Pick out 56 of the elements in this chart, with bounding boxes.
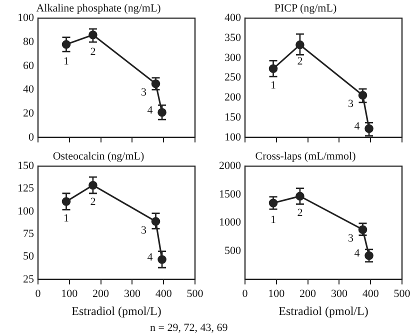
annotation: 2 [297,207,303,220]
y-tick-label: 200 [224,92,242,104]
y-tick-label: 350 [224,32,242,44]
y-tick-label: 20 [23,107,34,120]
y-tick-label: 100 [18,12,34,24]
annotation: 4 [354,120,360,133]
annotation: 4 [147,104,154,116]
annotation: 3 [141,224,147,236]
chart-title: PICP (ng/mL) [274,2,337,14]
x-tick-label: 200 [92,288,110,300]
y-tick-label: 1000 [219,216,242,229]
y-tick-label: 250 [224,72,242,84]
x-tick-label: 100 [61,288,78,300]
y-tick-label: 50 [23,250,34,263]
y-tick-label: 100 [18,205,34,218]
annotation: 2 [90,196,96,208]
annotation: 3 [141,86,147,99]
y-tick-label: 25 [23,273,34,286]
y-tick-label: 500 [224,244,242,257]
annotation: 3 [348,98,354,110]
x-tick-label: 200 [300,288,317,300]
y-tick-label: 0 [28,131,34,144]
annotation: 4 [147,251,154,264]
annotation: 1 [64,55,70,68]
x-tick-label: 400 [155,288,172,300]
x-tick-label: 300 [124,288,141,300]
chart-title: Osteocalcin (ng/mL) [52,150,144,162]
text: n = 29, 72, 43, 69 [150,322,228,334]
x-axis-title: Estradiol (pmol/L) [72,304,162,318]
annotation: 1 [64,212,70,224]
annotation: 4 [354,248,360,260]
y-tick-label: 75 [23,228,34,240]
y-tick-label: 60 [23,60,34,72]
chart-title: Alkaline phosphate (ng/mL) [36,2,162,14]
annotation: 2 [297,56,303,68]
chart-title: Cross-laps (mL/mmol) [255,150,356,162]
x-tick-label: 500 [394,288,411,300]
y-tick-label: 125 [18,182,34,195]
annotation: 3 [348,232,354,244]
y-tick-label: 300 [224,52,242,64]
y-tick-label: 400 [224,12,242,24]
x-tick-label: 400 [362,288,380,300]
x-axis-title: Estradiol (pmol/L) [278,304,368,318]
annotation: 2 [90,46,96,58]
x-tick-label: 100 [268,288,286,300]
y-tick-label: 2000 [219,160,242,172]
y-tick-label: 150 [18,160,34,172]
x-tick-label: 500 [186,288,204,300]
x-tick-label: 300 [330,288,348,300]
y-tick-label: 1500 [219,188,242,200]
annotation: 1 [270,214,276,226]
y-tick-label: 100 [224,131,242,144]
y-tick-label: 150 [224,111,242,124]
annotation: 1 [270,80,276,92]
y-tick-label: 40 [23,84,34,96]
y-tick-label: 80 [23,36,34,48]
